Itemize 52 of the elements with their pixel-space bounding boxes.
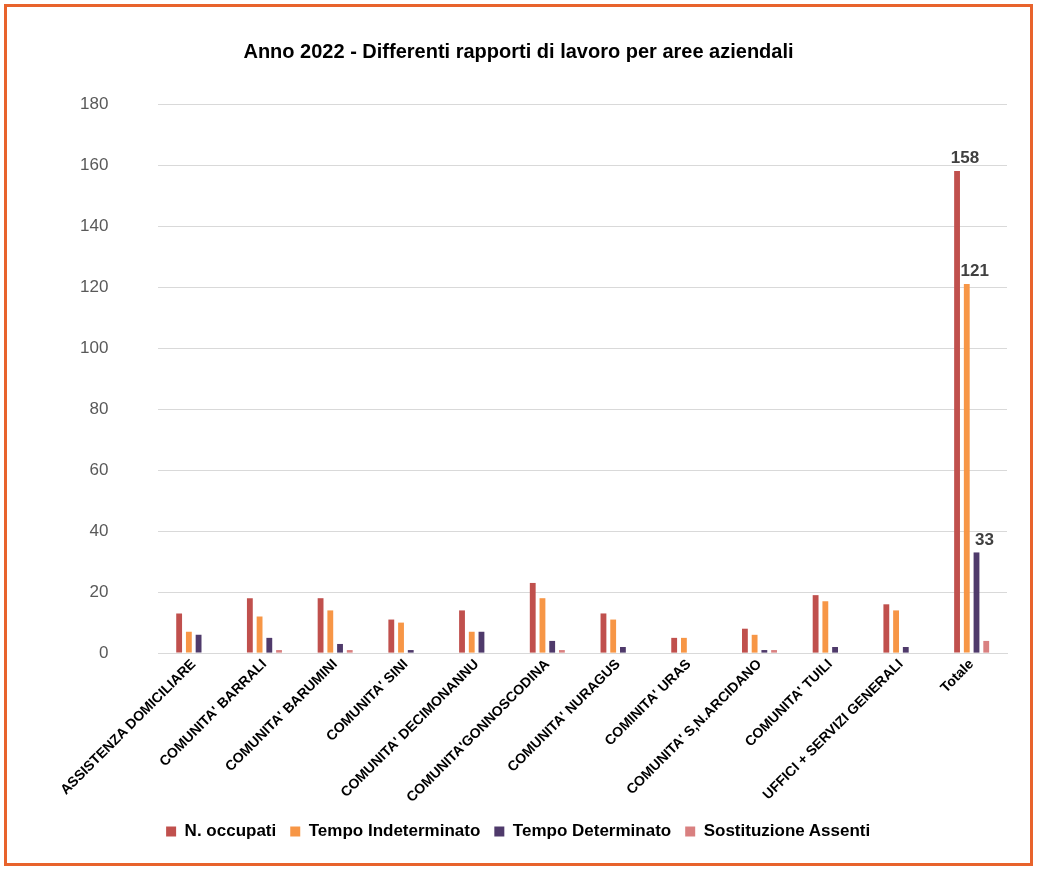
y-tick-label: 40 — [89, 520, 109, 540]
bar — [902, 647, 909, 653]
bar — [680, 637, 687, 653]
bar — [751, 634, 758, 653]
bar — [761, 650, 768, 653]
legend-label: Tempo Indeterminato — [308, 821, 481, 841]
y-tick-label: 80 — [89, 398, 109, 418]
y-tick-label: 100 — [79, 337, 109, 357]
bar — [337, 643, 343, 653]
bar — [619, 647, 626, 653]
bar — [468, 631, 475, 653]
data-label: 158 — [950, 148, 980, 168]
bar — [671, 637, 678, 653]
chart-title: Anno 2022 - Differenti rapporti di lavoro per aree aziendali — [243, 39, 794, 62]
legend-label: Tempo Determinato — [512, 821, 672, 841]
bar — [771, 650, 777, 653]
legend-label: N. occupati — [184, 821, 277, 841]
y-tick-label: 20 — [89, 581, 109, 601]
bar — [346, 650, 353, 653]
bar — [266, 637, 273, 653]
y-tick-label: 60 — [89, 459, 109, 479]
bar — [529, 582, 536, 653]
y-tick-label: 0 — [98, 642, 109, 662]
legend-label: Sostituzione Assenti — [703, 821, 871, 841]
bar — [741, 628, 748, 653]
bar — [388, 619, 395, 653]
bar — [822, 601, 829, 653]
bar — [963, 283, 970, 653]
bar — [459, 610, 465, 653]
bar — [185, 631, 192, 653]
bar — [983, 640, 990, 653]
bar — [893, 610, 899, 653]
bar — [558, 650, 565, 653]
bar — [327, 610, 334, 653]
bar — [246, 598, 253, 653]
bar — [812, 595, 819, 653]
bar — [407, 650, 414, 653]
bar — [610, 619, 617, 653]
bar — [954, 171, 960, 653]
bar — [883, 604, 890, 653]
bar — [176, 613, 183, 653]
bar — [195, 634, 202, 653]
data-label: 33 — [975, 529, 994, 549]
y-tick-label: 180 — [79, 93, 109, 113]
data-label: 121 — [960, 261, 989, 281]
y-tick-label: 120 — [79, 276, 109, 296]
bar — [276, 650, 282, 653]
y-tick-label: 140 — [79, 215, 109, 235]
bar — [549, 640, 556, 653]
y-tick-label: 160 — [79, 154, 109, 174]
bar — [398, 622, 404, 653]
bar — [832, 647, 838, 653]
